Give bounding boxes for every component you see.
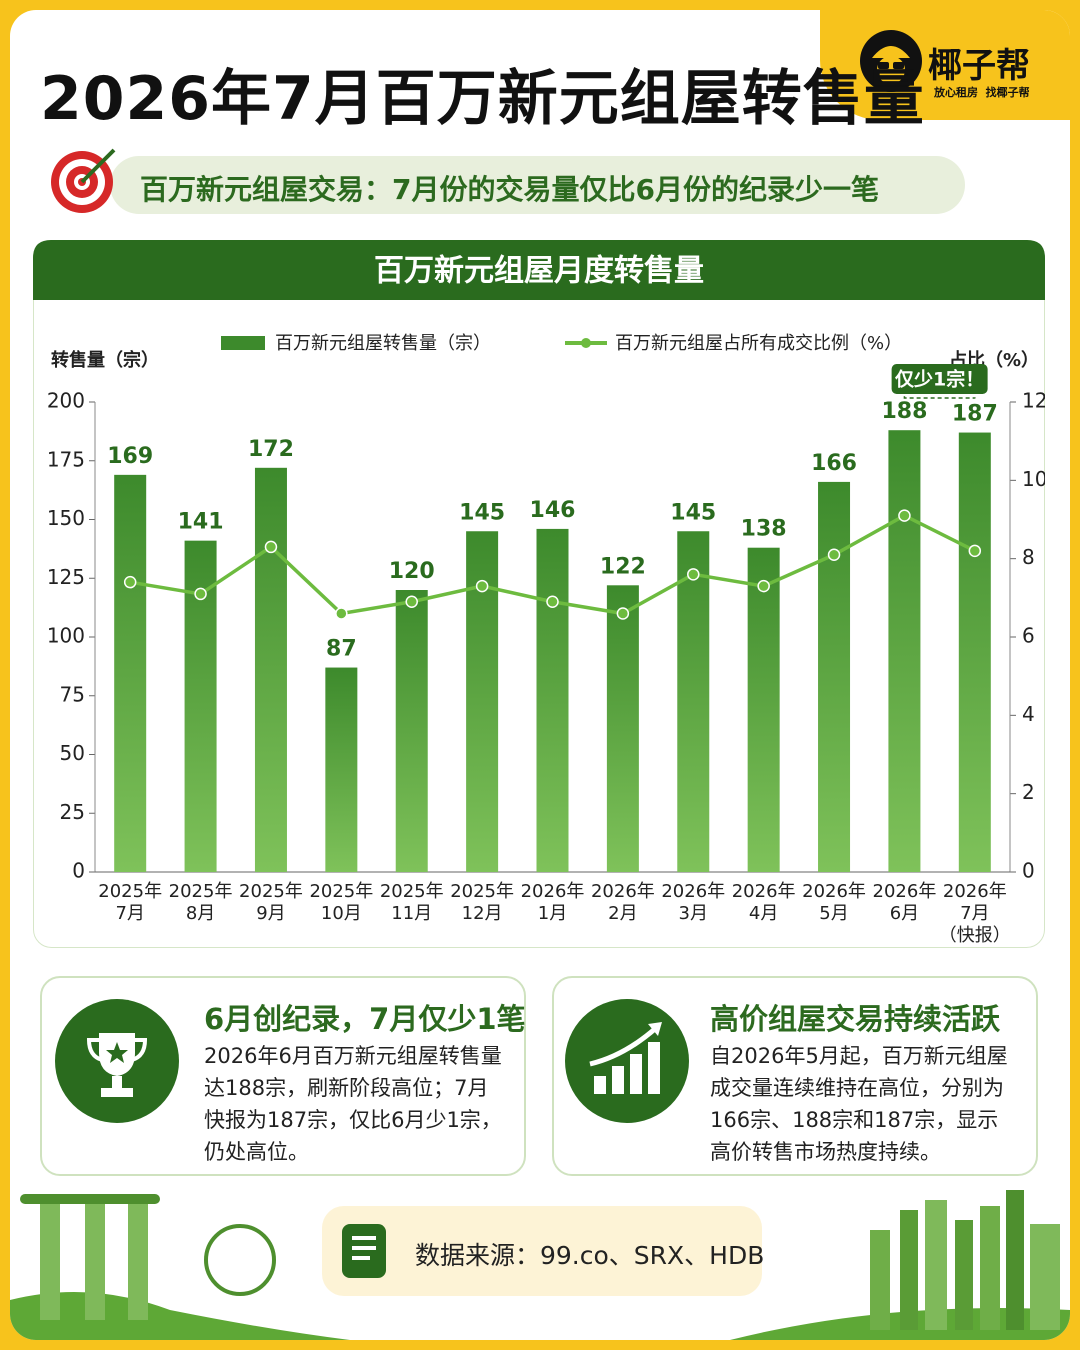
bar	[254, 467, 287, 872]
y-tick-label: 175	[47, 447, 85, 471]
x-tick-label: 2025年 7月	[98, 881, 162, 924]
line-point	[123, 575, 137, 589]
x-tick-label: 2026年 4月	[732, 881, 796, 924]
y2-tick-label: 6	[1022, 624, 1035, 648]
value-label: 188	[881, 399, 927, 424]
bar	[888, 430, 921, 872]
y-tick-label: 200	[47, 389, 85, 413]
y-tick-label: 150	[47, 506, 85, 530]
line-point	[687, 568, 700, 581]
line-point	[757, 579, 770, 593]
x-tick-label: 2025年 10月	[309, 881, 373, 924]
line-point	[898, 509, 911, 522]
bar	[818, 481, 851, 872]
y2-tick-label: 4	[1022, 702, 1035, 726]
bar	[677, 531, 710, 872]
x-tick-label: 2025年 9月	[239, 881, 303, 924]
line-point	[194, 587, 207, 601]
logo	[860, 30, 922, 92]
growth-icon	[565, 999, 689, 1123]
x-tick-label: 2026年 7月（快报）	[939, 881, 1011, 946]
subtitle: 百万新元组屋交易：7月份的交易量仅比6月份的纪录少一笔	[140, 173, 879, 206]
line-point	[968, 544, 982, 558]
y-tick-label: 25	[60, 800, 85, 824]
chart: 百万新元组屋月度转售量 百万新元组屋转售量（宗） 百万新元组屋占所有成交比例（%）…	[33, 240, 1045, 948]
value-label: 145	[670, 500, 716, 525]
value-label: 172	[248, 437, 294, 462]
bar	[958, 432, 991, 872]
value-label: 122	[600, 554, 646, 579]
bar	[395, 590, 428, 872]
doc-icon	[342, 1224, 386, 1278]
bar	[747, 547, 780, 872]
subtitle-box	[110, 156, 965, 214]
value-label: 145	[459, 500, 505, 525]
legend-label: 百万新元组屋占所有成交比例（%）	[615, 333, 902, 354]
target-icon	[51, 148, 116, 213]
line-point	[616, 607, 630, 620]
chart-header	[33, 240, 1045, 300]
y2-tick-label: 10	[1022, 467, 1045, 491]
line-point	[335, 607, 348, 620]
skyline	[10, 1190, 1070, 1340]
line-point	[264, 540, 278, 554]
y2-tick-label: 0	[1022, 859, 1035, 883]
bar	[606, 585, 639, 872]
y2-tick-label: 8	[1022, 545, 1035, 569]
value-label: 187	[952, 402, 998, 427]
line-point	[827, 548, 841, 561]
line-point	[546, 595, 559, 608]
legend-swatch	[221, 336, 265, 350]
value-label: 87	[326, 637, 357, 662]
bar	[114, 474, 147, 872]
card-text: 2026年6月百万新元组屋转售量达188宗，刷新阶段高位；7月快报为187宗，仅…	[204, 1044, 502, 1164]
legend-swatch	[581, 338, 591, 348]
value-label: 169	[107, 444, 153, 469]
annotation-box	[891, 364, 988, 394]
x-tick-label: 2026年 1月	[521, 881, 585, 924]
bar	[536, 528, 569, 872]
x-tick-label: 2026年 2月	[591, 881, 655, 924]
x-tick-label: 2025年 8月	[169, 881, 233, 924]
y2-tick-label: 12	[1022, 389, 1045, 413]
line-point	[405, 595, 418, 608]
title: 2026年7月百万新元组屋转售量	[40, 64, 925, 134]
source: 数据来源：99.co、SRX、HDB	[415, 1241, 765, 1270]
x-tick-label: 2025年 12月	[450, 881, 514, 924]
value-label: 146	[530, 498, 576, 523]
annotation-bracket	[903, 396, 976, 399]
legend-label: 百万新元组屋转售量（宗）	[275, 333, 491, 354]
y-tick-label: 125	[47, 565, 85, 589]
brand: 椰子帮	[928, 46, 1030, 86]
y2-tick-label: 2	[1022, 780, 1035, 804]
value-label: 141	[178, 510, 224, 535]
y-tick-label: 100	[47, 624, 85, 648]
card-text: 自2026年5月起，百万新元组屋成交量连续维持在高位，分别为166宗、188宗和…	[710, 1044, 1008, 1164]
x-tick-label: 2026年 5月	[802, 881, 866, 924]
card-title: 高价组屋交易持续活跃	[710, 1002, 1001, 1036]
line-point	[475, 579, 489, 593]
x-tick-label: 2025年 11月	[380, 881, 444, 924]
bar	[325, 667, 358, 872]
card-title: 6月创纪录，7月仅少1笔	[204, 1002, 526, 1036]
y-tick-label: 0	[72, 859, 85, 883]
trophy-icon	[55, 999, 179, 1123]
source-box	[322, 1206, 762, 1296]
x-tick-label: 2026年 3月	[661, 881, 725, 924]
y-axis-label: 转售量（宗）	[51, 349, 159, 371]
y-tick-label: 50	[60, 741, 85, 765]
value-label: 120	[389, 559, 435, 584]
value-label: 138	[741, 517, 787, 542]
x-tick-label: 2026年 6月	[873, 881, 937, 924]
annotation: 仅少1宗！	[894, 368, 984, 391]
chart-title: 百万新元组屋月度转售量	[374, 254, 704, 289]
slogan: 放心租房 找椰子帮	[934, 86, 1030, 99]
y-tick-label: 75	[60, 682, 85, 706]
value-label: 166	[811, 451, 857, 476]
card: 2026年7月百万新元组屋转售量 椰子帮 放心租房 找椰子帮 百万新元组屋交易：…	[10, 10, 1070, 1340]
